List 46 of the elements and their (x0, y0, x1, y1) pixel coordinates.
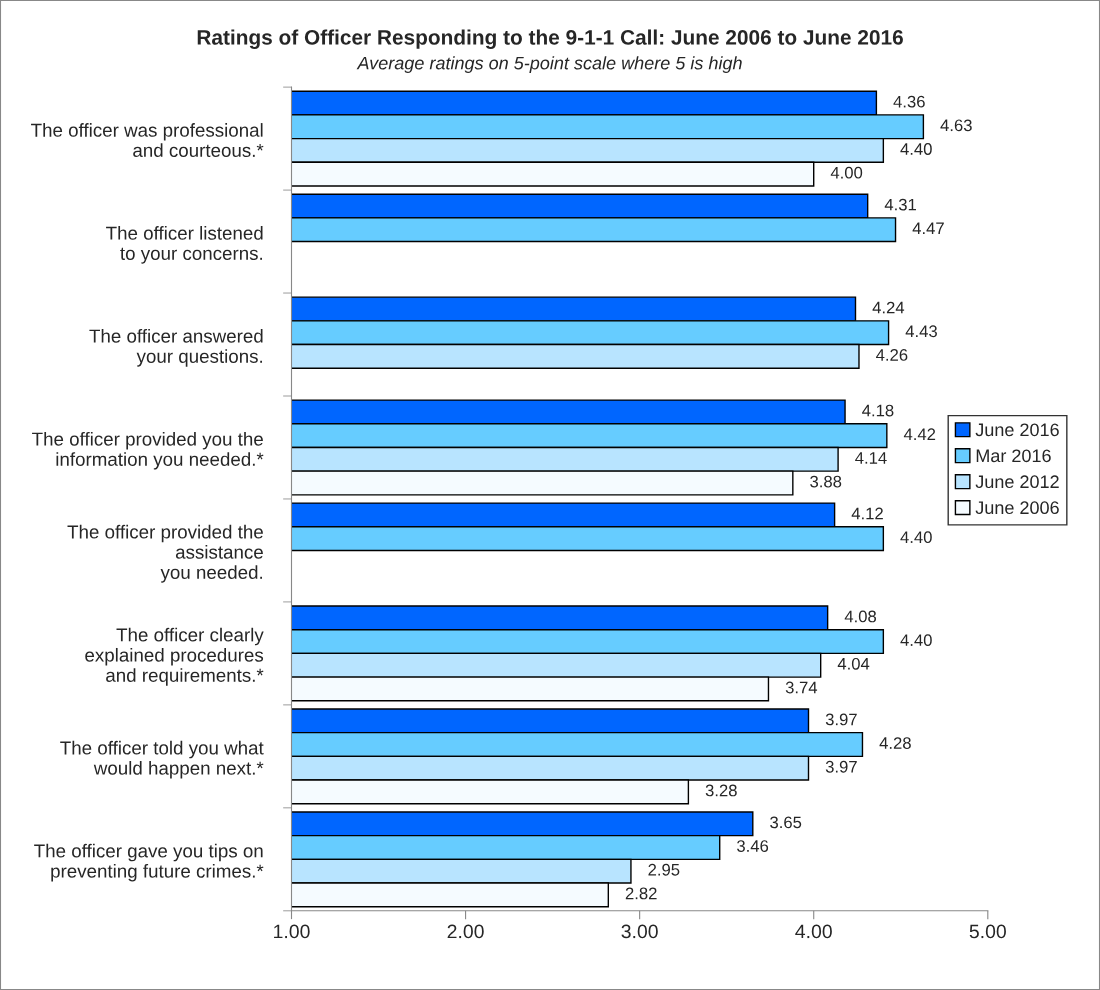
data-label: 4.14 (855, 452, 887, 464)
legend-label: Mar 2016 (976, 449, 1051, 463)
y-tick-label: The officer told you what would happen next.* (60, 740, 264, 779)
data-label: 4.42 (903, 428, 936, 440)
data-label: 4.00 (830, 166, 863, 179)
y-tick-label: The officer gave you tips on preventing future crimes.* (34, 843, 264, 882)
data-label: 4.18 (862, 404, 894, 417)
data-label: 3.97 (825, 760, 857, 773)
data-label: 4.47 (912, 222, 944, 235)
x-tick-label: 1.00 (274, 924, 310, 939)
data-label: 4.40 (900, 143, 932, 155)
data-label: 4.40 (900, 531, 932, 544)
x-tick-label: 5.00 (969, 924, 1006, 939)
y-tick-label: The officer clearly explained procedures and requirements.* (85, 627, 264, 686)
data-label: 4.31 (884, 198, 916, 211)
data-label: 4.08 (844, 610, 877, 623)
chart-title: Ratings of Officer Responding to the 9-1-1 Call: June 2006 to June 2016 (197, 29, 903, 49)
data-label: 2.82 (625, 887, 657, 900)
data-label: 2.95 (648, 863, 680, 876)
data-label: 4.04 (837, 657, 870, 670)
data-label: 3.74 (785, 681, 818, 694)
legend-label: June 2006 (975, 501, 1059, 515)
y-tick-label: The officer answered your questions. (89, 328, 263, 367)
chart-subtitle: Average ratings on 5-point scale where 5 is high (356, 56, 742, 74)
x-tick-label: 4.00 (795, 924, 832, 939)
data-label: 3.65 (770, 816, 802, 829)
data-label: 3.46 (737, 840, 769, 852)
y-tick-label: The officer provided the assistance you needed. (67, 524, 263, 583)
x-tick-label: 3.00 (621, 924, 658, 939)
data-label: 4.28 (879, 737, 911, 749)
data-label: 3.28 (705, 784, 737, 797)
legend-label: June 2012 (975, 475, 1059, 489)
data-label: 4.40 (900, 634, 932, 647)
data-label: 4.63 (940, 119, 972, 132)
data-label: 4.12 (851, 507, 883, 520)
x-tick-label: 2.00 (447, 924, 484, 939)
data-label: 3.88 (810, 475, 842, 488)
y-tick-label: The officer listened to your concerns. (106, 226, 263, 264)
data-label: 3.97 (825, 713, 857, 726)
data-label: 4.43 (905, 325, 937, 338)
data-label: 4.24 (872, 301, 905, 314)
data-label: 4.36 (893, 95, 925, 108)
legend-label: June 2016 (975, 423, 1059, 437)
data-label: 4.26 (876, 349, 908, 361)
y-tick-label: The officer provided you the information you needed.* (32, 431, 264, 470)
y-tick-label: The officer was professional and courteous.* (31, 123, 264, 158)
